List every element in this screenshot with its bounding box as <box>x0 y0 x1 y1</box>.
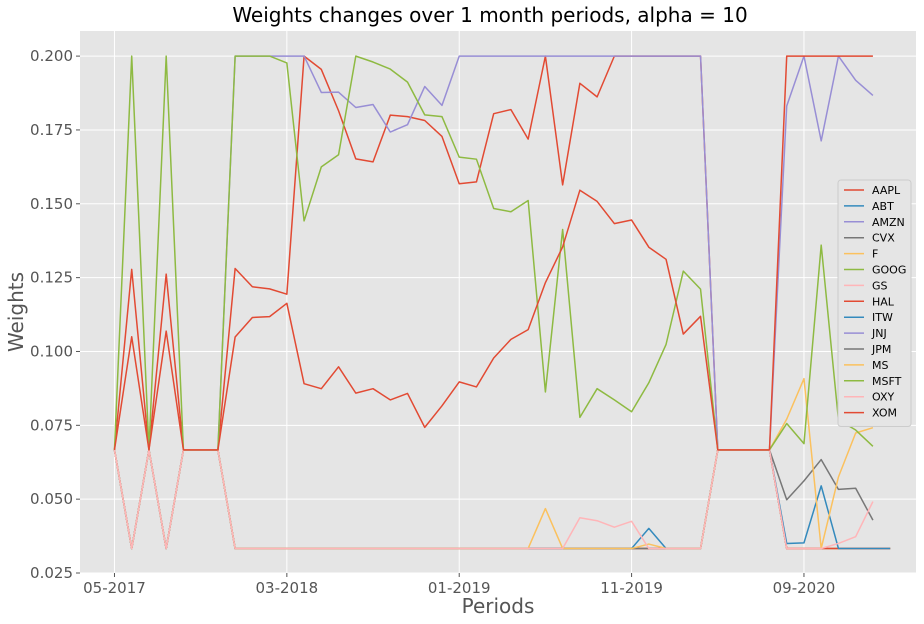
legend-label: JNJ <box>871 327 887 340</box>
legend-label: HAL <box>872 295 895 308</box>
x-tick-label: 03-2018 <box>256 579 319 597</box>
legend: AAPL ABT AMZN CVX F GOOG GS HAL ITW JNJ JPM MS MSFT O… <box>837 179 912 427</box>
legend-label: XOM <box>872 407 897 420</box>
x-tick-label: 09-2020 <box>773 579 836 597</box>
legend-label: MSFT <box>872 375 902 388</box>
y-tick-label: 0.125 <box>30 269 73 287</box>
legend-label: ITW <box>872 311 893 324</box>
x-axis-label: Periods <box>462 594 535 618</box>
y-tick-label: 0.100 <box>30 342 73 360</box>
x-tick-label: 01-2019 <box>428 579 491 597</box>
legend-label: GOOG <box>872 264 906 277</box>
series-line-xom <box>113 55 873 451</box>
y-tick-label: 0.175 <box>30 121 73 139</box>
y-tick-label: 0.200 <box>30 47 73 65</box>
chart-title: Weights changes over 1 month periods, al… <box>232 3 747 27</box>
y-tick-label: 0.075 <box>30 416 73 434</box>
legend-label: ABT <box>872 200 894 213</box>
legend-label: AAPL <box>872 184 901 197</box>
legend-label: AMZN <box>872 216 905 229</box>
legend-label: CVX <box>872 232 895 245</box>
x-tick-label: 11-2019 <box>600 579 663 597</box>
y-tick-label: 0.025 <box>30 564 73 582</box>
y-axis-label: Weights <box>4 272 28 352</box>
y-tick-label: 0.150 <box>30 195 73 213</box>
legend-label: MS <box>872 359 888 372</box>
series-lines <box>113 55 891 550</box>
legend-label: F <box>872 248 878 261</box>
legend-label: JPM <box>871 343 891 356</box>
legend-label: GS <box>872 279 888 292</box>
y-tick-label: 0.050 <box>30 490 73 508</box>
x-tick-label: 05-2017 <box>83 579 146 597</box>
legend-label: OXY <box>872 391 894 404</box>
axis-ticks: 0.025 0.050 0.075 0.100 0.125 0.150 0.175 0.200… <box>30 47 835 597</box>
